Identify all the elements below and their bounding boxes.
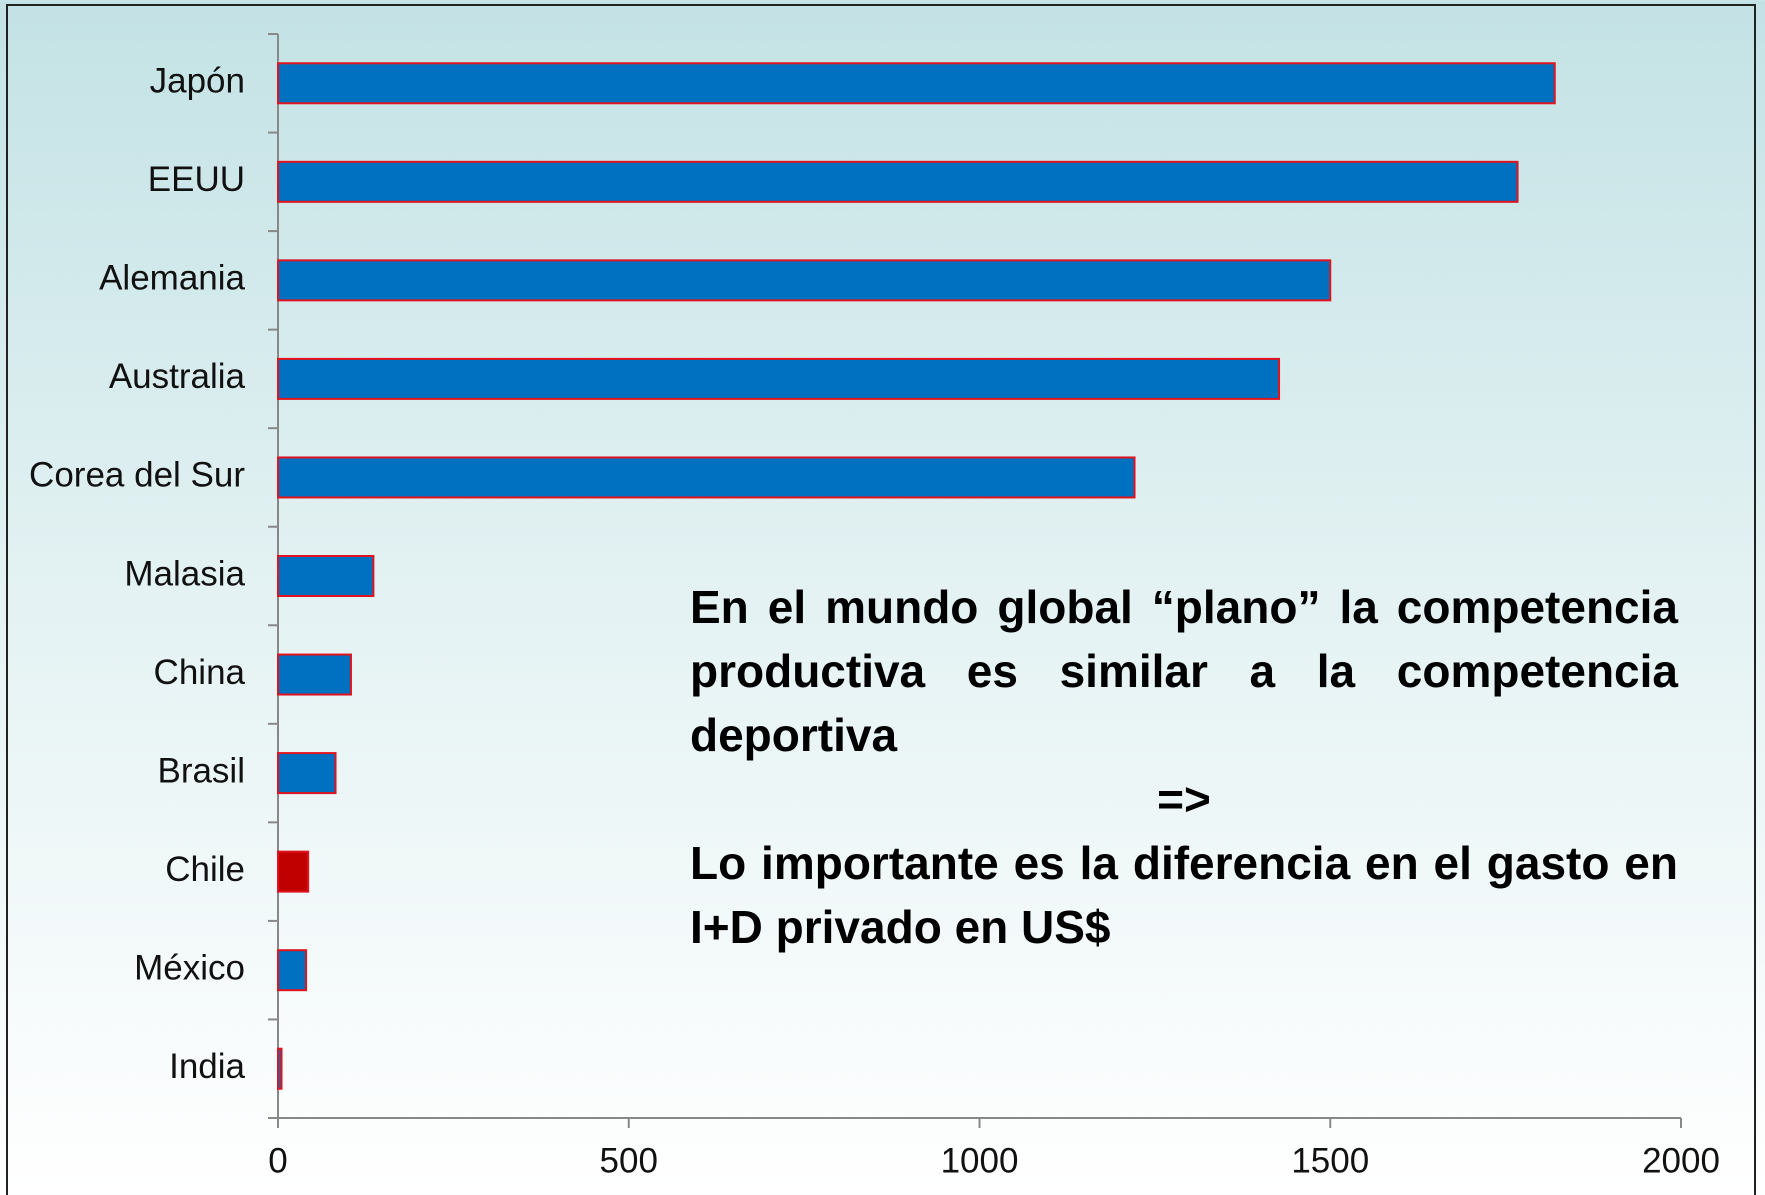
y-tick-label: Corea del Sur — [29, 456, 245, 495]
x-tick-label: 1000 — [941, 1141, 1019, 1180]
bar — [277, 259, 1332, 302]
annotation-text: En el mundo global “plano” la competenci… — [690, 581, 1678, 761]
annotation-text: Lo importante es la diferencia en el gas… — [690, 837, 1678, 953]
y-tick-label: Malasia — [124, 554, 245, 593]
frame — [6, 4, 1756, 1195]
y-tick-label: India — [169, 1047, 245, 1086]
bar — [277, 653, 352, 696]
annotation-text: => — [1157, 773, 1211, 825]
bar — [277, 357, 1281, 400]
x-tick-label: 0 — [268, 1141, 287, 1180]
bar — [277, 850, 310, 893]
bar — [277, 456, 1136, 499]
bar — [277, 949, 308, 992]
annotation: En el mundo global “plano” la competenci… — [690, 575, 1678, 959]
x-tick-label: 500 — [600, 1141, 658, 1180]
y-tick-label: México — [134, 948, 245, 987]
bar — [277, 555, 375, 597]
y-tick-label: Alemania — [99, 259, 245, 298]
bar — [277, 160, 1519, 203]
bar — [277, 62, 1556, 105]
y-tick-label: EEUU — [148, 160, 245, 199]
y-tick-label: Australia — [109, 357, 246, 396]
bar — [277, 1047, 283, 1090]
x-tick-label: 1500 — [1291, 1141, 1369, 1180]
y-tick-label: Brasil — [157, 751, 245, 790]
y-tick-label: Japón — [150, 62, 245, 101]
bar — [277, 752, 337, 795]
y-tick-label: Chile — [165, 850, 245, 889]
y-tick-label: China — [154, 653, 246, 692]
x-tick-label: 2000 — [1642, 1141, 1720, 1180]
